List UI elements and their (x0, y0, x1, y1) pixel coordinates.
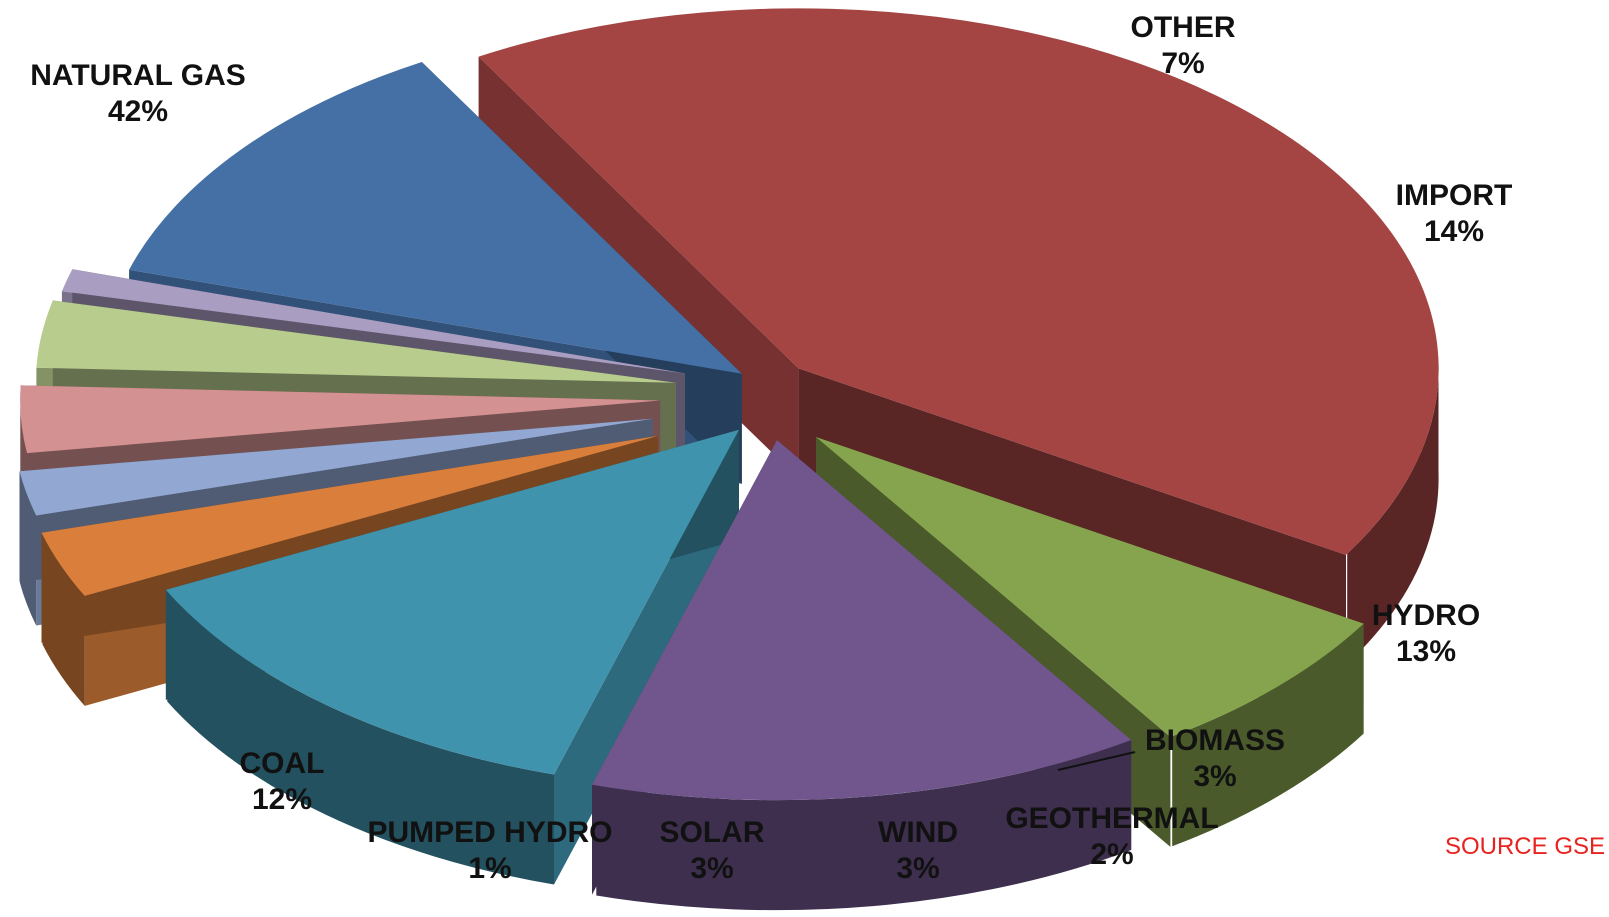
label-biomass-value: 3% (1193, 760, 1236, 793)
label-hydro-value: 13% (1396, 635, 1456, 668)
label-hydro: HYDRO 13% (1372, 599, 1480, 668)
label-solar: SOLAR 3% (660, 816, 765, 885)
label-natural-gas: NATURAL GAS 42% (30, 59, 246, 128)
label-biomass-name: BIOMASS (1145, 724, 1285, 757)
pie-slices (19, 8, 1439, 911)
slice-pumped-hydro-top (61, 269, 685, 374)
label-import-name: IMPORT (1396, 179, 1513, 212)
label-import-value: 14% (1424, 215, 1484, 248)
label-other: OTHER 7% (1131, 11, 1236, 80)
slice-biomass-top (41, 435, 658, 596)
label-pumped-hydro: PUMPED HYDRO 1% (367, 816, 612, 885)
label-coal-value: 12% (252, 783, 312, 816)
slice-import (592, 440, 1132, 911)
label-biomass: BIOMASS 3% (1145, 724, 1285, 793)
label-solar-name: SOLAR (660, 816, 765, 849)
slice-natural-gas-top (478, 8, 1439, 555)
slice-geothermal-edge (19, 472, 37, 626)
label-natural-gas-name: NATURAL GAS (30, 59, 246, 92)
slice-hydro-edge (167, 591, 555, 885)
slice-labels: NATURAL GAS 42% OTHER 7% IMPORT 14% HYDRO 13% BI… (30, 11, 1512, 885)
label-pumped-hydro-name: PUMPED HYDRO (367, 816, 612, 849)
slice-coal-top (129, 62, 742, 374)
slice-natural-gas-edge (1347, 362, 1439, 664)
label-coal: COAL 12% (240, 747, 325, 816)
label-coal-name: COAL (240, 747, 325, 780)
slice-wind-top (20, 385, 661, 454)
label-other-name: OTHER (1131, 11, 1236, 44)
label-hydro-name: HYDRO (1372, 599, 1480, 632)
label-other-value: 7% (1161, 47, 1204, 80)
slice-solar-top (36, 300, 676, 383)
label-solar-value: 3% (690, 852, 733, 885)
label-natural-gas-value: 42% (108, 95, 168, 128)
label-wind-value: 3% (896, 852, 939, 885)
label-pumped-hydro-value: 1% (468, 852, 511, 885)
label-wind-name: WIND (878, 816, 958, 849)
slice-hydro-top (165, 429, 740, 775)
label-geothermal: GEOTHERMAL 2% (1005, 802, 1218, 871)
slice-import-top (592, 440, 1132, 801)
label-geothermal-name: GEOTHERMAL (1005, 802, 1218, 835)
biomass-leader-line (1057, 751, 1136, 771)
label-geothermal-value: 2% (1090, 838, 1133, 871)
slice-other-edge (1172, 623, 1364, 847)
slice-other-top (816, 437, 1364, 737)
slice-geothermal-top (19, 418, 653, 516)
label-import: IMPORT 14% (1396, 179, 1513, 248)
slice-biomass-edge (42, 534, 85, 706)
source-note: SOURCE GSE (1445, 833, 1605, 860)
slice-import-edge (596, 740, 1132, 911)
label-wind: WIND 3% (878, 816, 958, 885)
